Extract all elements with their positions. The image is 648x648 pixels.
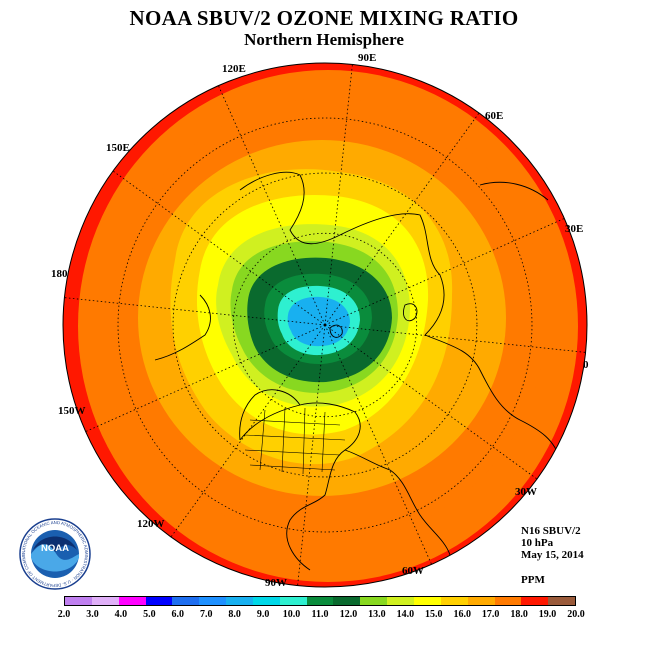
- units-label: PPM: [521, 574, 545, 586]
- legend-swatch: [145, 597, 173, 605]
- legend-swatch: [467, 597, 495, 605]
- legend-swatch: [172, 597, 200, 605]
- lon-label-150w: 150W: [58, 405, 86, 417]
- lon-label-150e: 150E: [106, 142, 130, 154]
- latitude-circle: [117, 117, 533, 533]
- color-legend: [64, 596, 576, 606]
- legend-swatch: [226, 597, 253, 605]
- legend-tick-label: 10.0: [282, 609, 301, 620]
- legend-tick-label: 18.0: [510, 609, 528, 620]
- legend-tick-label: 17.0: [481, 609, 500, 620]
- legend-swatch: [548, 597, 576, 605]
- legend-swatch: [91, 597, 119, 605]
- legend-swatch: [413, 597, 441, 605]
- legend-swatch: [199, 597, 227, 605]
- lon-label-30e: 30E: [565, 223, 584, 235]
- satellite-label: N16 SBUV/2: [521, 525, 581, 537]
- date-label: May 15, 2014: [521, 549, 584, 561]
- legend-swatch: [333, 597, 361, 605]
- lon-label-60e: 60E: [485, 110, 504, 122]
- lon-label-90w: 90W: [265, 577, 287, 589]
- legend-tick-label: 8.0: [228, 609, 241, 620]
- legend-swatch: [279, 597, 307, 605]
- level-label: 10 hPa: [521, 537, 554, 549]
- map-subtitle: Northern Hemisphere: [244, 30, 404, 49]
- legend-tick-label: 4.0: [114, 609, 128, 620]
- legend-swatch: [387, 597, 414, 605]
- latitude-circle: [172, 172, 478, 478]
- legend-tick-label: 13.0: [368, 609, 386, 620]
- legend-tick-label: 11.0: [311, 609, 329, 620]
- legend-swatch: [65, 597, 92, 605]
- legend-swatch: [360, 597, 388, 605]
- lon-label-120e: 120E: [222, 63, 246, 75]
- legend-tick-label: 19.0: [538, 609, 557, 620]
- lon-label-30w: 30W: [515, 486, 537, 498]
- band-8-9: [287, 296, 350, 347]
- legend-swatch: [252, 597, 280, 605]
- legend-tick-label: 14.0: [396, 609, 415, 620]
- lon-label-180: 180: [51, 268, 68, 280]
- legend-tick-label: 15.0: [425, 609, 443, 620]
- legend-tick-label: 12.0: [339, 609, 358, 620]
- legend-tick-label: 20.0: [567, 609, 585, 620]
- lon-label-120w: 120W: [137, 518, 165, 530]
- lat-lon-grid: [64, 64, 586, 586]
- latitude-circle: [232, 232, 418, 418]
- legend-swatch: [118, 597, 146, 605]
- legend-tick-label: 7.0: [199, 609, 213, 620]
- legend-tick-label: 16.0: [453, 609, 471, 620]
- map-title: NOAA SBUV/2 OZONE MIXING RATIO: [129, 6, 519, 30]
- legend-tick-label: 3.0: [86, 609, 99, 620]
- map-boundary: [62, 62, 588, 588]
- legend-swatch: [440, 597, 468, 605]
- logo-text: NOAA: [41, 543, 69, 554]
- legend-swatch: [306, 597, 334, 605]
- legend-swatch: [494, 597, 522, 605]
- legend-tick-label: 2.0: [57, 609, 71, 620]
- lon-label-60w: 60W: [402, 565, 424, 577]
- lon-label-90e: 90E: [358, 52, 377, 64]
- legend-ticks: 2.0 3.0 4.0 5.0 6.0 7.0 8.0 9.0 10.0 11.0 12.0 13.0…: [0, 609, 648, 623]
- legend-tick-label: 9.0: [256, 609, 270, 620]
- noaa-logo: NATIONAL OCEANIC AND ATMOSPHERIC ADMINIS…: [19, 518, 91, 590]
- ozone-contour-field: [63, 63, 587, 587]
- us-state-grid: [244, 407, 346, 475]
- lon-label-0: 0: [583, 359, 589, 371]
- legend-tick-label: 6.0: [171, 609, 185, 620]
- coastlines: [154, 171, 561, 571]
- legend-tick-label: 5.0: [143, 609, 156, 620]
- legend-swatch: [521, 597, 549, 605]
